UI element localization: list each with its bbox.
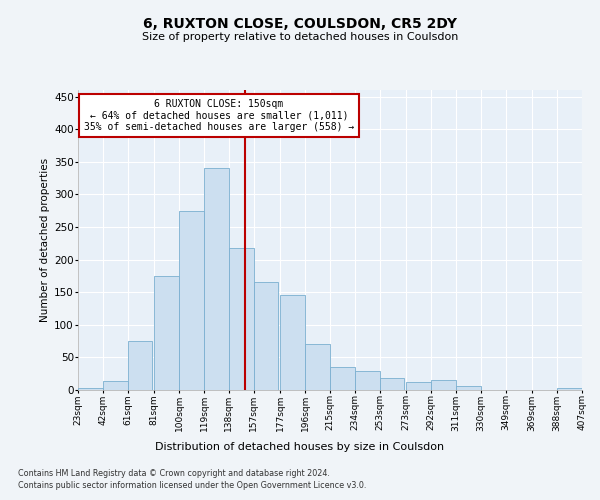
Bar — [557, 388, 581, 390]
Bar — [457, 386, 481, 390]
Bar — [355, 371, 380, 390]
Bar — [154, 276, 179, 390]
Bar — [406, 382, 431, 390]
Bar — [305, 344, 329, 390]
Bar — [79, 388, 103, 390]
Y-axis label: Number of detached properties: Number of detached properties — [40, 158, 50, 322]
Bar — [205, 168, 229, 390]
Bar — [229, 248, 254, 390]
Text: Size of property relative to detached houses in Coulsdon: Size of property relative to detached ho… — [142, 32, 458, 42]
Bar — [331, 366, 355, 390]
Bar — [179, 210, 203, 390]
Bar — [128, 341, 152, 390]
Bar — [380, 378, 404, 390]
Bar — [431, 380, 455, 390]
Text: 6, RUXTON CLOSE, COULSDON, CR5 2DY: 6, RUXTON CLOSE, COULSDON, CR5 2DY — [143, 18, 457, 32]
Text: 6 RUXTON CLOSE: 150sqm
← 64% of detached houses are smaller (1,011)
35% of semi-: 6 RUXTON CLOSE: 150sqm ← 64% of detached… — [84, 99, 354, 132]
Text: Distribution of detached houses by size in Coulsdon: Distribution of detached houses by size … — [155, 442, 445, 452]
Bar — [103, 381, 128, 390]
Text: Contains HM Land Registry data © Crown copyright and database right 2024.: Contains HM Land Registry data © Crown c… — [18, 468, 330, 477]
Text: Contains public sector information licensed under the Open Government Licence v3: Contains public sector information licen… — [18, 481, 367, 490]
Bar — [254, 282, 278, 390]
Bar — [280, 296, 305, 390]
